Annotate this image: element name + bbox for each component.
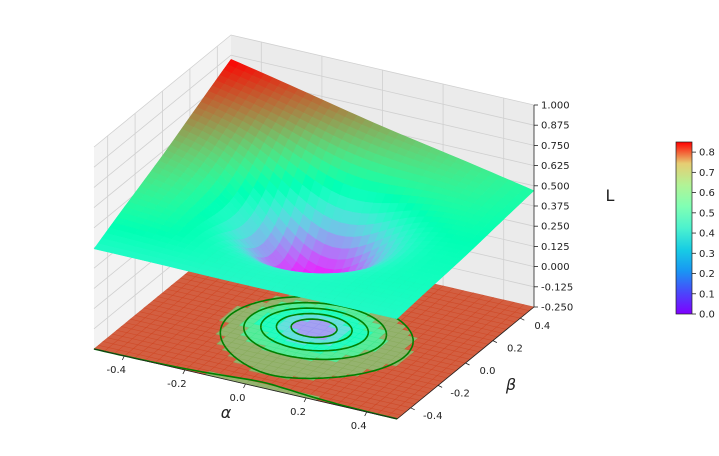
contour-line xyxy=(260,307,370,352)
colorbar-tick-label: 0.4 xyxy=(699,229,715,240)
z-tick-label: 1.000 xyxy=(541,101,570,112)
surface-patch xyxy=(388,313,402,320)
contour-line xyxy=(290,318,338,339)
x-tick-mark xyxy=(243,383,246,389)
colorbar xyxy=(675,141,693,315)
x-tick-mark xyxy=(303,397,307,403)
y-tick-mark xyxy=(520,317,525,321)
y-tick-mark xyxy=(492,340,498,343)
x-tick-mark xyxy=(182,369,186,375)
x-tick-label: 0.2 xyxy=(290,407,306,418)
z-tick-label: -0.250 xyxy=(541,303,573,314)
x-tick-mark xyxy=(121,355,125,361)
y-tick-mark xyxy=(410,407,415,411)
contour-line xyxy=(243,301,388,361)
y-tick-mark xyxy=(437,385,443,388)
z-axis-ticks: -0.250 -0.125 0.000 0.125 0.250 0.375 0.500 0.6… xyxy=(534,101,573,314)
colorbar-tick-label: 0.5 xyxy=(699,208,715,219)
x-tick-label: 0.0 xyxy=(230,393,246,404)
x-tick-label: -0.4 xyxy=(107,365,127,376)
colorbar-ticks: 0.0 0.1 0.2 0.3 0.4 0.5 0.6 0.7 0.8 xyxy=(692,148,715,321)
y-tick-label: 0.4 xyxy=(534,321,550,332)
z-axis-label: L xyxy=(606,186,615,205)
z-tick-label: 0.375 xyxy=(541,202,570,213)
y-tick-label: -0.2 xyxy=(450,388,470,399)
x-tick-mark xyxy=(364,411,368,417)
grid-line-z xyxy=(93,34,535,148)
colorbar-tick-label: 0.7 xyxy=(699,168,715,179)
z-tick-label: 0.125 xyxy=(541,242,570,253)
colorbar-tick-label: 0.3 xyxy=(699,249,715,260)
grid-line-z xyxy=(93,54,535,168)
x-tick-label: -0.2 xyxy=(167,379,187,390)
colorbar-tick-label: 0.2 xyxy=(699,269,715,280)
z-tick-label: 0.000 xyxy=(541,262,570,273)
x-axis-label: α xyxy=(221,403,232,422)
x-axis-ticks: -0.4 -0.2 0.0 0.2 0.4 xyxy=(107,355,368,432)
y-tick-label: -0.4 xyxy=(423,411,443,422)
colorbar-tick-label: 0.6 xyxy=(699,188,715,199)
y-axis-label: β xyxy=(505,375,516,394)
z-tick-label: -0.125 xyxy=(541,282,573,293)
y-tick-label: 0.2 xyxy=(507,344,523,355)
colorbar-tick-label: 0.8 xyxy=(699,148,715,159)
x-tick-label: 0.4 xyxy=(351,421,367,432)
z-tick-label: 0.625 xyxy=(541,161,570,172)
contour-line xyxy=(275,312,353,345)
loss-surface xyxy=(93,58,535,320)
y-tick-label: 0.0 xyxy=(480,366,496,377)
colorbar-tick-label: 0.0 xyxy=(699,310,715,321)
y-axis-ticks: -0.4 -0.2 0.0 0.2 0.4 xyxy=(410,317,550,422)
colorbar-tick-label: 0.1 xyxy=(699,289,715,300)
contour-lines xyxy=(93,295,414,420)
z-tick-label: 0.250 xyxy=(541,222,570,233)
z-tick-label: 0.750 xyxy=(541,141,570,152)
z-tick-label: 0.500 xyxy=(541,181,570,192)
z-tick-label: 0.875 xyxy=(541,121,570,132)
y-tick-mark xyxy=(465,362,470,366)
